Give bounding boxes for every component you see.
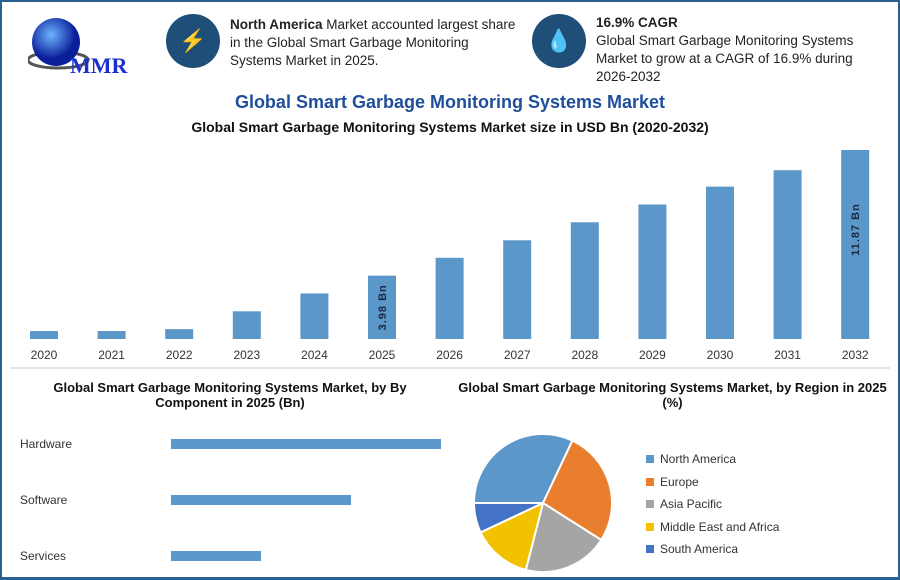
bar-2030 [706, 186, 734, 339]
legend-swatch [646, 545, 654, 553]
legend-item: North America [646, 452, 736, 466]
x-tick-label: 2029 [639, 348, 666, 362]
info1-bold: North America [230, 17, 323, 32]
category-label: Software [20, 493, 68, 507]
bar-2031 [773, 170, 802, 339]
lightning-icon: ⚡ [166, 14, 220, 68]
pie-slice-europe [541, 439, 613, 542]
info2-text: Global Smart Garbage Monitoring Systems … [596, 33, 854, 84]
data-label: 11.87 Bn [850, 203, 862, 256]
x-tick-label: 2028 [571, 348, 598, 362]
x-tick-label: 2032 [842, 348, 869, 362]
x-tick-label: 2027 [504, 348, 531, 362]
region-pie-chart [472, 433, 613, 573]
category-label: Hardware [20, 437, 73, 451]
info2-bold: 16.9% CAGR [596, 15, 678, 30]
legend-swatch [646, 500, 654, 508]
bar-2024 [300, 293, 329, 339]
legend-label: Europe [660, 474, 699, 489]
bar-2021 [97, 331, 126, 339]
bar-2025 [368, 275, 396, 339]
region-chart-title: Global Smart Garbage Monitoring Systems … [458, 380, 887, 410]
legend-label: South America [660, 542, 739, 556]
data-label: 3.98 Bn [377, 284, 389, 330]
legend-label: North America [660, 452, 737, 466]
page-title: Global Smart Garbage Monitoring Systems … [234, 92, 666, 112]
drop-icon: 💧 [532, 14, 586, 68]
legend-swatch [646, 455, 654, 463]
legend-label: Asia Pacific [660, 497, 723, 511]
mmr-logo: MMR [28, 18, 129, 78]
x-tick-label: 2031 [774, 348, 801, 362]
pie-slice-south-america [472, 502, 544, 534]
legend-item: Asia Pacific [646, 497, 722, 511]
bar-2023 [232, 311, 261, 339]
x-tick-label: 2024 [301, 348, 328, 362]
bar-2026 [435, 257, 464, 339]
info-cagr: 16.9% CAGR Global Smart Garbage Monitorin… [596, 14, 876, 86]
bar-2032 [841, 150, 870, 339]
x-tick-label: 2030 [707, 348, 734, 362]
bar-2020 [30, 331, 58, 339]
pie-slice-asia-pacific [524, 501, 603, 573]
legend-item: South America [646, 542, 738, 556]
market-size-bar-chart: 2020 2021 2022 2023 2024 2025 3.98 Bn 2026 2027 2… [10, 150, 890, 369]
x-tick-label: 2021 [98, 348, 125, 362]
bar-services [171, 551, 261, 561]
x-tick-label: 2025 [369, 348, 396, 362]
category-label: Services [20, 549, 67, 563]
bar-2027 [503, 240, 532, 339]
legend-swatch [646, 522, 654, 531]
legend-item: Europe [646, 475, 699, 489]
bar-2029 [638, 204, 667, 339]
bar-software [171, 495, 352, 505]
bar-chart-title: Global Smart Garbage Monitoring Systems … [191, 119, 709, 135]
x-tick-label: 2022 [166, 348, 193, 362]
legend-swatch [646, 477, 654, 486]
svg-text:MMR: MMR [70, 53, 129, 78]
info-north-america: North America Market accounted largest s… [230, 16, 520, 70]
info1-text: Market accounted largest share in the Gl… [230, 17, 516, 68]
x-tick-label: 2020 [31, 348, 58, 362]
bar-2022 [165, 329, 194, 339]
component-chart-title: Global Smart Garbage Monitoring Systems … [53, 380, 407, 410]
x-tick-label: 2023 [233, 348, 260, 362]
pie-slice-north-america [472, 433, 574, 504]
legend-label: Middle East and Africa [660, 519, 780, 534]
bar-2028 [570, 222, 599, 339]
bar-hardware [171, 439, 441, 449]
pie-slice-middle-east-and-africa [479, 501, 545, 572]
legend-item: Middle East and Africa [646, 520, 779, 534]
x-tick-label: 2026 [436, 348, 463, 362]
